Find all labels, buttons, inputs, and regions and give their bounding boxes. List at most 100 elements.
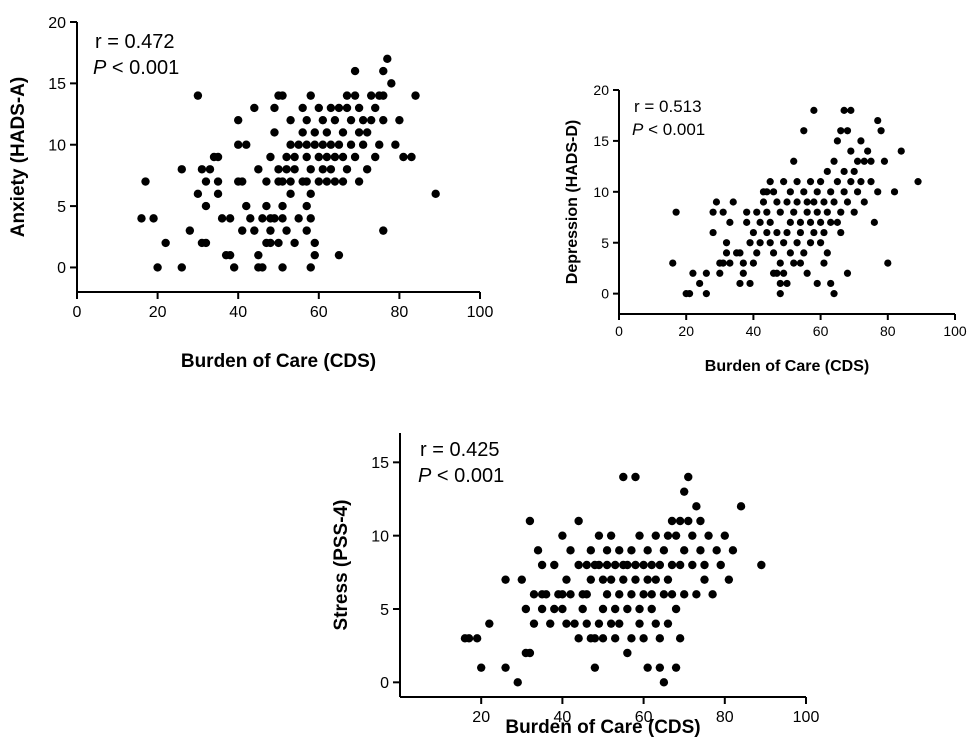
scatter-point: [796, 228, 805, 237]
scatter-point: [330, 115, 340, 125]
scatter-point: [827, 279, 835, 288]
correlation-r-annotation: r = 0.425: [420, 439, 500, 461]
scatter-point: [562, 575, 571, 584]
scatter-point: [837, 228, 845, 237]
scatter-point: [234, 140, 243, 149]
x-tick-label: 0: [73, 304, 82, 321]
scatter-point: [783, 279, 791, 288]
y-tick-label: 15: [593, 133, 609, 149]
scatter-point: [675, 516, 685, 526]
y-tick-label: 0: [601, 286, 609, 302]
scatter-point: [739, 269, 747, 277]
scatter-point: [793, 198, 801, 206]
scatter-point: [874, 188, 882, 196]
scatter-point: [675, 560, 685, 570]
x-tick-label: 20: [678, 323, 694, 339]
scatter-point: [796, 218, 805, 226]
scatter-point: [823, 167, 831, 176]
scatter-point: [803, 269, 811, 277]
scatter-point: [558, 531, 567, 540]
y-tick-label: 0: [57, 260, 66, 277]
scatter-point: [860, 157, 868, 165]
scatter-point: [647, 604, 656, 614]
scatter-point: [213, 152, 223, 162]
scatter-point: [254, 250, 263, 260]
scatter-point: [786, 249, 794, 257]
scatter-point: [850, 167, 858, 176]
scatter-point: [796, 259, 805, 267]
scatter-point: [399, 152, 408, 162]
y-tick-label: 10: [48, 137, 66, 154]
scatter-point: [647, 590, 656, 599]
scatter-point: [594, 560, 604, 570]
scatter-point: [769, 249, 778, 257]
scatter-point: [830, 157, 838, 165]
scatter-point: [890, 188, 899, 196]
scatter-point: [833, 178, 842, 186]
scatter-point: [680, 546, 689, 555]
scatter-point: [702, 269, 710, 277]
x-tick-label: 60: [310, 304, 328, 321]
scatter-point: [242, 140, 251, 149]
scatter-point: [238, 177, 247, 186]
x-axis-label: Burden of Care (CDS): [181, 351, 376, 372]
scatter-point: [833, 218, 842, 226]
scatter-point: [472, 634, 482, 643]
scatter-point: [833, 137, 842, 145]
scatter-point: [669, 259, 677, 267]
scatter-point: [558, 604, 567, 614]
scatter-point: [615, 590, 624, 599]
scatter-point: [793, 239, 801, 247]
scatter-point: [266, 152, 275, 162]
scatter-point: [197, 165, 207, 174]
scatter-point: [769, 188, 778, 196]
scatter-point: [310, 250, 319, 260]
scatter-point: [229, 263, 239, 272]
scatter-point: [533, 546, 543, 555]
scatter-point: [302, 152, 311, 162]
scatter-point: [177, 263, 186, 272]
scatter-point: [250, 103, 259, 113]
scatter-point: [290, 238, 299, 248]
scatter-point: [651, 575, 660, 584]
scatter-point: [655, 634, 665, 643]
scatter-point: [278, 177, 287, 186]
scatter-point: [837, 127, 845, 135]
scatter-point: [663, 531, 673, 540]
scatter-point: [817, 178, 825, 186]
scatter-point: [700, 575, 709, 584]
scatter-chart-1: 0 20 40 60 80 100 0 5 10 15 20 Burden of Care (CDS)…: [8, 15, 493, 372]
scatter-point: [149, 214, 158, 223]
scatter-point: [314, 177, 323, 186]
scatter-point: [736, 249, 744, 257]
scatter-point: [582, 560, 591, 570]
scatter-point: [840, 188, 848, 196]
y-tick-label: 20: [593, 82, 609, 98]
scatter-point: [278, 201, 287, 211]
scatter-point: [379, 66, 388, 76]
scatter-point: [602, 590, 612, 599]
x-axis-label: Burden of Care (CDS): [705, 358, 869, 375]
scatter-point: [525, 648, 535, 658]
scatter-point: [326, 165, 336, 174]
scatter-point: [655, 560, 665, 570]
scatter-point: [783, 198, 791, 206]
scatter-point: [537, 560, 547, 570]
scatter-point: [880, 157, 889, 165]
scatter-point: [310, 140, 319, 149]
scatter-point: [688, 560, 697, 570]
y-tick-label: 5: [601, 235, 609, 251]
scatter-point: [294, 140, 303, 149]
scatter-point: [411, 91, 420, 100]
scatter-point: [334, 103, 344, 113]
scatter-point: [582, 590, 591, 599]
scatter-point: [820, 259, 828, 267]
scatter-point: [702, 290, 710, 298]
scatter-point: [800, 127, 808, 135]
scatter-point: [566, 546, 575, 555]
scatter-point: [306, 91, 315, 100]
scatter-point: [643, 546, 652, 555]
scatter-point: [225, 250, 235, 260]
scatter-point: [884, 259, 892, 267]
scatter-point: [306, 263, 315, 272]
